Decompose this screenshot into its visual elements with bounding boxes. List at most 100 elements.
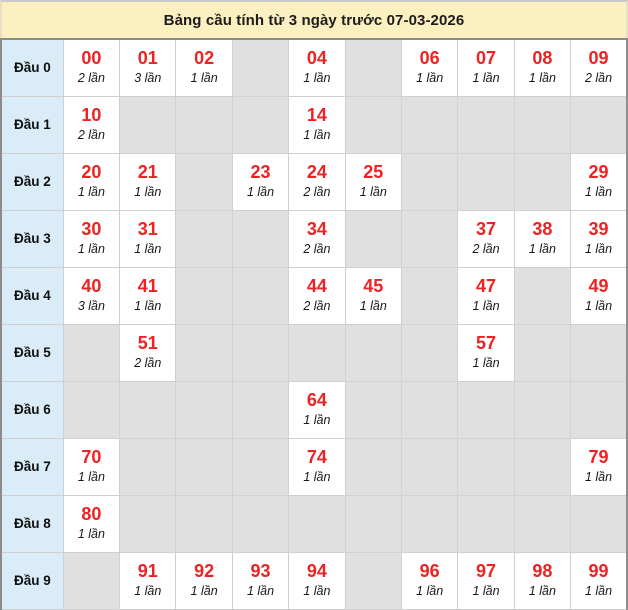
number-cell[interactable]: 49 1 lần (570, 266, 628, 325)
cell-number: 14 (306, 105, 327, 126)
number-cell[interactable]: 94 1 lần (288, 551, 346, 610)
cell-times: 2 lần (303, 242, 331, 257)
number-cell[interactable]: 34 2 lần (288, 209, 346, 268)
frequency-table: Đầu 0 00 2 lần 01 3 lần 02 1 lần 04 1 lần 06 1 lần… (0, 38, 628, 610)
number-cell[interactable]: 25 1 lần (344, 152, 402, 211)
number-cell[interactable]: 93 1 lần (231, 551, 290, 610)
number-cell[interactable]: 06 1 lần (400, 38, 459, 97)
empty-cell (400, 152, 459, 211)
row-header-7: Đầu 7 (0, 437, 64, 496)
row-header-9: Đầu 9 (0, 551, 64, 610)
number-cell[interactable]: 45 1 lần (344, 266, 402, 325)
table-row: Đầu 1 10 2 lần 14 1 lần (0, 95, 628, 154)
cell-times: 1 lần (584, 584, 613, 599)
number-cell[interactable]: 04 1 lần (288, 38, 346, 97)
empty-cell (344, 551, 402, 610)
number-cell[interactable]: 39 1 lần (570, 209, 628, 268)
number-cell[interactable]: 97 1 lần (457, 551, 515, 610)
number-cell[interactable]: 64 1 lần (288, 380, 346, 439)
number-cell[interactable]: 74 1 lần (288, 437, 346, 496)
cell-number: 38 (532, 219, 553, 240)
cell-times: 2 lần (303, 299, 331, 314)
number-cell[interactable]: 38 1 lần (513, 209, 572, 268)
number-cell[interactable]: 99 1 lần (570, 551, 628, 610)
number-cell[interactable]: 14 1 lần (288, 95, 346, 154)
number-cell[interactable]: 24 2 lần (288, 152, 346, 211)
row-header-label: Đầu 1 (13, 117, 51, 132)
empty-cell (513, 437, 572, 496)
cell-times: 3 lần (134, 71, 162, 86)
row-header-4: Đầu 4 (0, 266, 64, 325)
cell-times: 1 lần (528, 71, 556, 86)
empty-cell (344, 95, 402, 154)
cell-number: 40 (81, 276, 102, 297)
cell-number: 29 (588, 162, 609, 183)
cell-times: 1 lần (472, 299, 500, 314)
cell-number: 20 (81, 162, 102, 183)
cell-times: 1 lần (77, 185, 105, 200)
number-cell[interactable]: 44 2 lần (288, 266, 346, 325)
empty-cell (344, 437, 402, 496)
number-cell[interactable]: 21 1 lần (119, 152, 177, 211)
cell-times: 1 lần (303, 413, 331, 428)
number-cell[interactable]: 70 1 lần (62, 437, 121, 496)
frequency-table-body: Đầu 0 00 2 lần 01 3 lần 02 1 lần 04 1 lần 06 1 lần… (0, 38, 628, 610)
cell-number: 92 (194, 561, 215, 582)
cell-number: 39 (588, 219, 609, 240)
number-cell[interactable]: 41 1 lần (119, 266, 177, 325)
table-row: Đầu 4 40 3 lần 41 1 lần 44 2 lần 45 1 lần 47 1 lần… (0, 266, 628, 325)
number-cell[interactable]: 98 1 lần (513, 551, 572, 610)
number-cell[interactable]: 79 1 lần (570, 437, 628, 496)
empty-cell (231, 494, 290, 553)
number-cell[interactable]: 23 1 lần (231, 152, 290, 211)
number-cell[interactable]: 08 1 lần (513, 38, 572, 97)
empty-cell (231, 323, 290, 382)
number-cell[interactable]: 96 1 lần (400, 551, 459, 610)
cell-number: 93 (250, 561, 271, 582)
number-cell[interactable]: 01 3 lần (119, 38, 177, 97)
empty-cell (231, 95, 290, 154)
cell-number: 25 (363, 162, 384, 183)
number-cell[interactable]: 57 1 lần (457, 323, 515, 382)
number-cell[interactable]: 07 1 lần (457, 38, 515, 97)
empty-cell (457, 380, 515, 439)
cell-times: 1 lần (416, 71, 444, 86)
number-cell[interactable]: 40 3 lần (62, 266, 121, 325)
empty-cell (570, 95, 628, 154)
cell-times: 1 lần (303, 128, 331, 143)
cell-times: 1 lần (359, 185, 387, 200)
cell-number: 41 (137, 276, 158, 297)
number-cell[interactable]: 09 2 lần (570, 38, 628, 97)
number-cell[interactable]: 02 1 lần (175, 38, 233, 97)
number-cell[interactable]: 29 1 lần (570, 152, 628, 211)
number-cell[interactable]: 51 2 lần (119, 323, 177, 382)
number-cell[interactable]: 37 2 lần (457, 209, 515, 268)
page-title: Bảng cầu tính từ 3 ngày trước 07-03-2026 (163, 11, 465, 29)
cell-times: 1 lần (303, 584, 331, 599)
number-cell[interactable]: 92 1 lần (175, 551, 233, 610)
number-cell[interactable]: 31 1 lần (119, 209, 177, 268)
number-cell[interactable]: 91 1 lần (119, 551, 177, 610)
number-cell[interactable]: 80 1 lần (62, 494, 121, 553)
number-cell[interactable]: 47 1 lần (457, 266, 515, 325)
cell-number: 37 (476, 219, 497, 240)
number-cell[interactable]: 10 2 lần (62, 95, 121, 154)
cell-number: 94 (306, 561, 327, 582)
cell-number: 97 (476, 561, 497, 582)
empty-cell (62, 380, 121, 439)
cell-number: 96 (419, 561, 440, 582)
empty-cell (231, 209, 290, 268)
cell-times: 1 lần (303, 71, 331, 86)
cell-number: 08 (532, 48, 553, 69)
cell-times: 1 lần (134, 242, 162, 257)
number-cell[interactable]: 20 1 lần (62, 152, 121, 211)
number-cell[interactable]: 00 2 lần (62, 38, 121, 97)
number-cell[interactable]: 30 1 lần (62, 209, 121, 268)
empty-cell (513, 95, 572, 154)
empty-cell (344, 494, 402, 553)
row-header-label: Đầu 6 (13, 402, 51, 417)
row-header-0: Đầu 0 (0, 38, 64, 97)
empty-cell (457, 437, 515, 496)
cell-number: 70 (81, 447, 102, 468)
